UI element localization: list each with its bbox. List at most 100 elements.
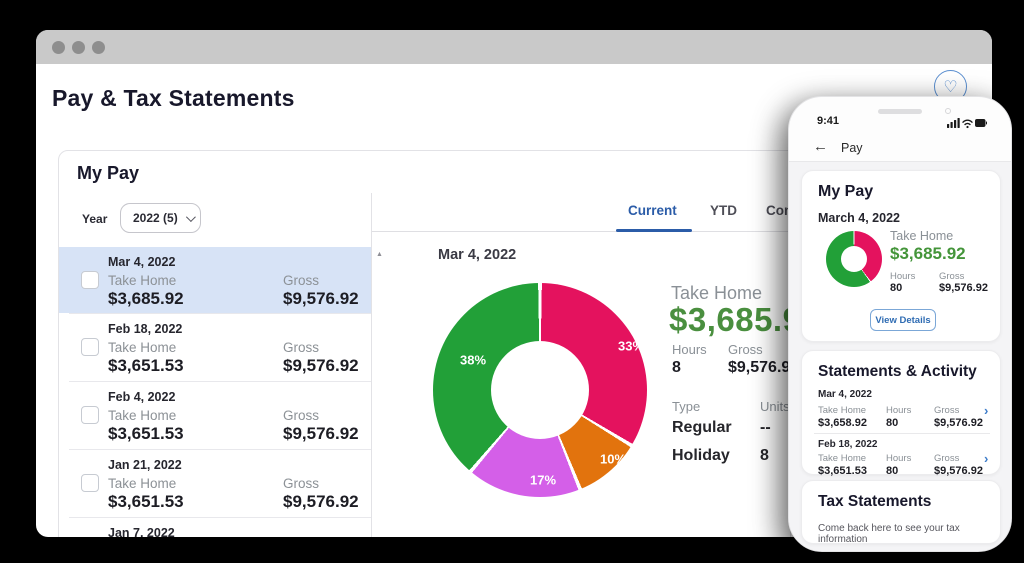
hours-value: 80	[890, 282, 903, 294]
phone-tax-card: Tax Statements Come back here to see you…	[801, 480, 1001, 545]
donut-label-orange: 10%	[599, 451, 627, 467]
card-title: Statements & Activity	[818, 363, 977, 380]
row-checkbox[interactable]	[81, 474, 99, 492]
divider	[814, 433, 990, 434]
tab-ytd[interactable]: YTD	[710, 203, 737, 218]
active-tab-underline	[616, 229, 692, 232]
page-title: Pay & Tax Statements	[52, 85, 295, 111]
activity-date: Mar 4, 2022	[818, 389, 872, 400]
gross-value: $9,576.92	[934, 417, 983, 429]
statement-date: Jan 7, 2022	[108, 526, 175, 537]
phone-nav-title: Pay	[841, 141, 863, 155]
phone-content: My Pay March 4, 2022 Take Home $3,685.92…	[789, 161, 1011, 551]
chevron-down-icon	[185, 211, 196, 222]
take-home-label: Take Home	[108, 408, 177, 423]
window-dot-icon[interactable]	[92, 41, 105, 54]
gross-label: Gross	[934, 405, 960, 416]
hours-value: 8	[672, 359, 681, 376]
scrollbar-up-arrow-icon[interactable]: ▲	[376, 251, 383, 258]
back-arrow-icon[interactable]: ←	[813, 138, 828, 155]
pay-units: --	[760, 419, 771, 436]
chevron-right-icon[interactable]: ›	[984, 403, 989, 418]
take-home-value: $3,658.92	[818, 417, 867, 429]
pay-units: 8	[760, 447, 769, 464]
take-home-value: $3,651.53	[108, 492, 184, 511]
take-home-label: Take Home	[890, 229, 954, 243]
statement-date: Jan 21, 2022	[108, 458, 182, 472]
take-home-label: Take Home	[818, 405, 867, 416]
phone-pay-donut-chart	[826, 231, 882, 287]
take-home-label: Take Home	[108, 340, 177, 355]
gross-value: $9,576.92	[283, 492, 359, 511]
card-subtitle: Come back here to see your tax informati…	[818, 523, 960, 545]
gross-value: $9,576.92	[283, 424, 359, 443]
view-details-button[interactable]: View Details	[870, 309, 936, 331]
phone-statements-card: Statements & Activity Mar 4, 2022 Take H…	[801, 350, 1001, 477]
phone-nav-bar: ← Pay	[789, 135, 1011, 161]
hours-label: Hours	[886, 405, 912, 416]
detail-date: Mar 4, 2022	[438, 247, 517, 263]
statement-row[interactable]: Jan 7, 2022	[69, 517, 371, 537]
card-title: My Pay	[818, 183, 874, 200]
my-pay-heading: My Pay	[77, 163, 140, 183]
units-header: Units	[760, 399, 790, 414]
hours-label: Hours	[886, 453, 912, 464]
card-date: March 4, 2022	[818, 211, 900, 225]
hours-label: Hours	[672, 342, 707, 357]
card-title: Tax Statements	[818, 493, 932, 510]
chevron-right-icon[interactable]: ›	[984, 451, 989, 466]
donut-hole	[491, 341, 589, 439]
take-home-amount: $3,685.92	[890, 244, 966, 263]
gross-value: $9,576.92	[939, 282, 988, 294]
status-time: 9:41	[817, 115, 840, 127]
donut-hole	[841, 246, 867, 272]
take-home-label: Take Home	[818, 453, 867, 464]
statement-list: Mar 4, 2022 Take Home $3,685.92 Gross $9…	[59, 247, 389, 537]
gross-label: Gross	[283, 408, 320, 423]
statement-row[interactable]: Feb 18, 2022 Take Home $3,651.53 Gross $…	[69, 313, 371, 379]
wifi-icon	[962, 119, 973, 126]
take-home-value: $3,685.92	[108, 289, 184, 308]
gross-label: Gross	[939, 271, 965, 282]
take-home-label: Take Home	[108, 476, 177, 491]
statement-date: Feb 4, 2022	[108, 390, 176, 404]
browser-titlebar	[36, 30, 992, 64]
year-dropdown[interactable]: 2022 (5)	[120, 203, 201, 233]
gross-value: $9,576.92	[934, 465, 983, 477]
donut-label-purple: 17%	[529, 472, 557, 488]
statement-row-selected[interactable]: Mar 4, 2022 Take Home $3,685.92 Gross $9…	[59, 247, 371, 313]
statement-row[interactable]: Feb 4, 2022 Take Home $3,651.53 Gross $9…	[69, 381, 371, 447]
take-home-label: Take Home	[671, 283, 763, 303]
statement-row[interactable]: Jan 21, 2022 Take Home $3,651.53 Gross $…	[69, 449, 371, 515]
gross-label: Gross	[283, 340, 320, 355]
donut-label-green: 38%	[459, 352, 487, 368]
hours-label: Hours	[890, 271, 916, 282]
statement-date: Mar 4, 2022	[108, 255, 176, 269]
tab-current[interactable]: Current	[628, 203, 677, 218]
phone-my-pay-card: My Pay March 4, 2022 Take Home $3,685.92…	[801, 170, 1001, 342]
year-dropdown-value: 2022 (5)	[133, 211, 178, 225]
row-checkbox[interactable]	[81, 271, 99, 289]
gross-value: $9,576.92	[283, 356, 359, 375]
phone-camera-icon	[945, 108, 951, 114]
window-dot-icon[interactable]	[72, 41, 85, 54]
take-home-value: $3,651.53	[818, 465, 867, 477]
status-icons	[947, 118, 987, 129]
phone-mockup: 9:41 ← Pay My Pay March 4, 2022	[788, 96, 1012, 552]
gross-label: Gross	[283, 476, 320, 491]
statement-date: Feb 18, 2022	[108, 322, 183, 336]
detail-tabs: Current YTD Compare	[372, 193, 825, 232]
activity-date: Feb 18, 2022	[818, 439, 878, 450]
row-checkbox[interactable]	[81, 406, 99, 424]
year-label: Year	[82, 212, 108, 226]
pay-type: Regular	[672, 419, 732, 436]
phone-speaker	[878, 109, 922, 114]
hours-value: 80	[886, 417, 899, 429]
row-checkbox[interactable]	[81, 338, 99, 356]
gross-label: Gross	[283, 273, 320, 288]
take-home-value: $3,651.53	[108, 356, 184, 375]
window-dot-icon[interactable]	[52, 41, 65, 54]
heart-icon: ♡	[943, 78, 958, 96]
pay-detail-panel: Current YTD Compare Mar 4, 2022 33% 10% …	[371, 193, 855, 537]
